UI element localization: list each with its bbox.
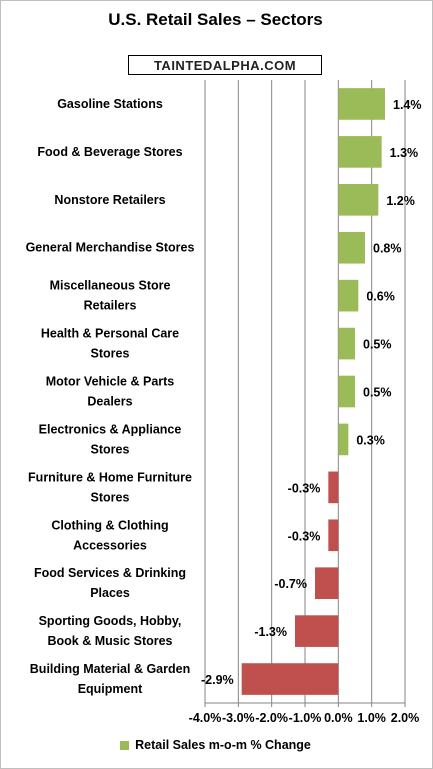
category-labels: Gasoline Stations Food & Beverage Stores N… (26, 97, 195, 696)
category-label: Equipment (78, 682, 143, 696)
x-tick-label: 0.0% (324, 711, 353, 725)
category-label: Miscellaneous Store (50, 279, 171, 293)
x-tick-label: -3.0% (222, 711, 255, 725)
brand-logo: TAINTEDALPHA.COM (128, 55, 322, 75)
category-label: Food & Beverage Stores (37, 145, 182, 159)
value-label: 0.8% (373, 242, 402, 256)
bars (241, 88, 385, 695)
legend: Retail Sales m-o-m % Change (0, 738, 431, 752)
x-axis-ticks: -4.0% -3.0% -2.0% -1.0% 0.0% 1.0% 2.0% (189, 703, 420, 725)
category-label: General Merchandise Stores (26, 241, 195, 255)
category-label: Stores (91, 347, 130, 361)
category-label: Accessories (73, 538, 147, 552)
value-label: 1.3% (390, 146, 419, 160)
value-label: -0.3% (288, 481, 321, 495)
category-label: Nonstore Retailers (54, 193, 165, 207)
value-label: -0.3% (288, 529, 321, 543)
category-label: Gasoline Stations (57, 97, 163, 111)
legend-swatch (120, 740, 130, 750)
bar (338, 183, 379, 216)
x-tick-label: 2.0% (391, 711, 420, 725)
category-label: Health & Personal Care (41, 327, 179, 341)
value-label: -2.9% (201, 673, 234, 687)
chart-title: U.S. Retail Sales – Sectors (108, 10, 323, 29)
category-label: Motor Vehicle & Parts (46, 375, 175, 389)
value-label: -0.7% (274, 577, 307, 591)
x-tick-label: 1.0% (357, 711, 386, 725)
category-label: Sporting Goods, Hobby, (39, 614, 182, 628)
value-label: 0.5% (363, 338, 392, 352)
category-label: Food Services & Drinking (34, 566, 186, 580)
bar (338, 423, 349, 456)
legend-label: Retail Sales m-o-m % Change (135, 738, 311, 752)
bar (338, 231, 365, 264)
bar (241, 663, 339, 695)
value-labels: 1.4% 1.3% 1.2% 0.8% 0.6% 0.5% 0.5% 0.3% -0.3% -0.… (201, 98, 421, 687)
x-tick-label: -1.0% (289, 711, 322, 725)
category-label: Electronics & Appliance (39, 422, 182, 436)
gridlines (204, 80, 406, 704)
category-label: Stores (91, 490, 130, 504)
value-label: 0.3% (356, 433, 385, 447)
x-tick-label: -4.0% (189, 711, 222, 725)
value-label: 0.5% (363, 386, 392, 400)
bar (338, 327, 355, 360)
value-label: 1.2% (386, 194, 415, 208)
category-label: Retailers (84, 299, 137, 313)
bar (338, 136, 382, 168)
category-label: Places (90, 586, 130, 600)
bar (338, 375, 355, 408)
bar (315, 567, 339, 600)
bar (295, 615, 339, 647)
value-label: -1.3% (254, 625, 287, 639)
category-label: Dealers (87, 395, 132, 409)
bar (338, 88, 385, 120)
category-label: Book & Music Stores (47, 634, 172, 648)
category-label: Clothing & Clothing (51, 518, 168, 532)
category-label: Stores (91, 442, 130, 456)
bar (328, 471, 339, 504)
bar (338, 279, 359, 312)
value-label: 0.6% (366, 290, 395, 304)
x-tick-label: -2.0% (255, 711, 288, 725)
category-label: Furniture & Home Furniture (28, 470, 192, 484)
value-label: 1.4% (393, 98, 422, 112)
category-label: Building Material & Garden (30, 662, 190, 676)
bar (328, 519, 339, 552)
